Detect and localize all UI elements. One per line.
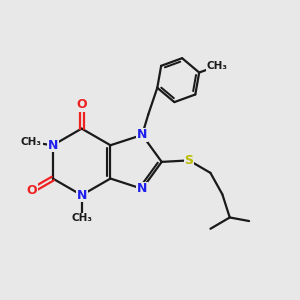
Text: N: N <box>137 182 147 195</box>
Text: N: N <box>137 128 147 142</box>
Text: N: N <box>48 139 58 152</box>
Text: CH₃: CH₃ <box>21 137 42 147</box>
Text: N: N <box>76 189 87 202</box>
Text: O: O <box>76 98 87 111</box>
Text: O: O <box>27 184 38 197</box>
Text: S: S <box>184 154 194 167</box>
Text: CH₃: CH₃ <box>207 61 228 71</box>
Text: CH₃: CH₃ <box>71 213 92 224</box>
